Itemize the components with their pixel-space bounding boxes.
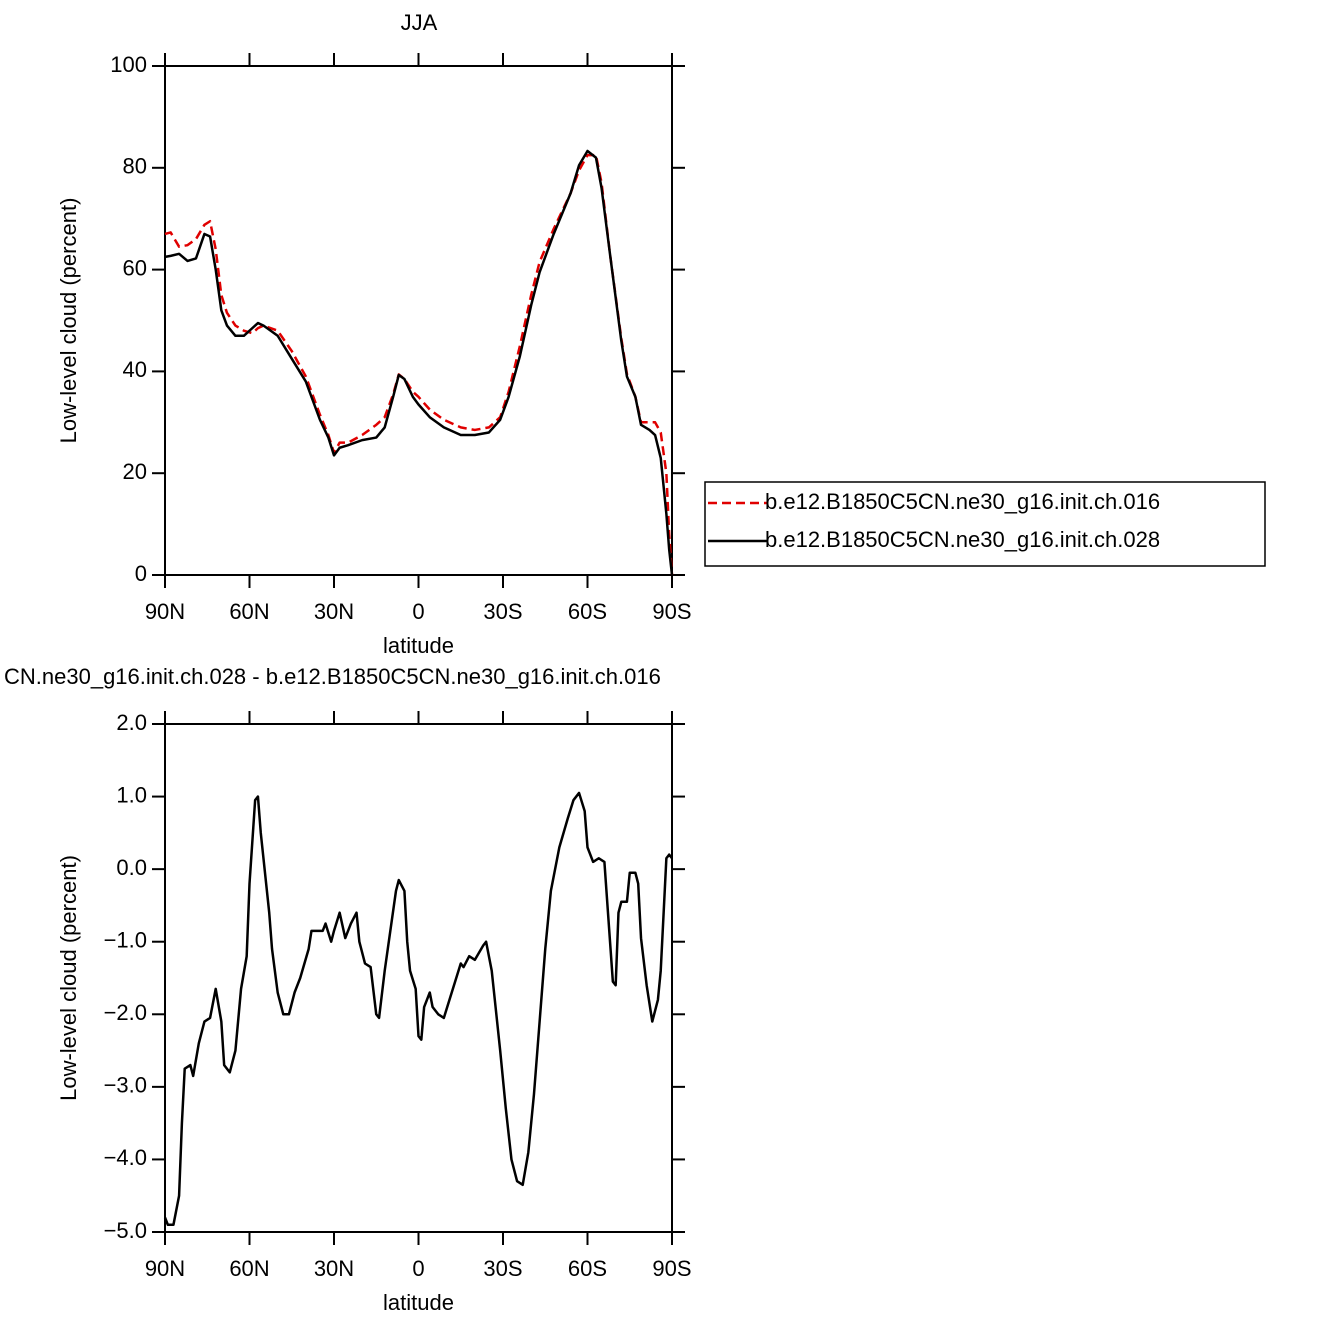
- y-axis-label: Low-level cloud (percent): [56, 198, 81, 444]
- x-tick-label: 30N: [314, 599, 354, 624]
- x-tick-label: 60N: [229, 1256, 269, 1281]
- chart-title: CN.ne30_g16.init.ch.028 - b.e12.B1850C5C…: [4, 664, 661, 689]
- plot-frame: [164, 65, 673, 576]
- y-tick-label: −2.0: [104, 1000, 147, 1025]
- legend-box: [704, 481, 1266, 567]
- series-line: [164, 149, 674, 576]
- legend-label: b.e12.B1850C5CN.ne30_g16.init.ch.016: [765, 489, 1160, 514]
- x-tick-label: 90S: [652, 1256, 691, 1281]
- x-tick-label: 90N: [145, 599, 185, 624]
- x-tick-label: 30N: [314, 1256, 354, 1281]
- y-tick-label: 1.0: [116, 782, 147, 807]
- x-tick-label: 60S: [568, 1256, 607, 1281]
- x-tick-label: 30S: [483, 1256, 522, 1281]
- series-line: [163, 791, 673, 1226]
- chart-title: JJA: [401, 10, 438, 35]
- x-axis-label: latitude: [383, 633, 454, 658]
- y-tick-label: −1.0: [104, 928, 147, 953]
- y-tick-label: 0: [135, 561, 147, 586]
- y-tick-label: −4.0: [104, 1145, 147, 1170]
- x-tick-label: 0: [412, 1256, 424, 1281]
- x-tick-label: 0: [412, 599, 424, 624]
- y-tick-label: 0.0: [116, 855, 147, 880]
- y-tick-label: −5.0: [104, 1218, 147, 1243]
- x-tick-label: 90S: [652, 599, 691, 624]
- x-tick-label: 60S: [568, 599, 607, 624]
- y-tick-label: 40: [123, 357, 147, 382]
- y-axis-label: Low-level cloud (percent): [56, 855, 81, 1101]
- y-tick-label: −3.0: [104, 1073, 147, 1098]
- x-tick-label: 60N: [229, 599, 269, 624]
- y-tick-label: 100: [110, 52, 147, 77]
- y-tick-label: 2.0: [116, 710, 147, 735]
- legend-label: b.e12.B1850C5CN.ne30_g16.init.ch.028: [765, 527, 1160, 552]
- y-tick-label: 20: [123, 459, 147, 484]
- y-tick-label: 80: [123, 154, 147, 179]
- x-tick-label: 30S: [483, 599, 522, 624]
- plot-frame: [164, 723, 673, 1233]
- x-tick-label: 90N: [145, 1256, 185, 1281]
- series-line: [164, 153, 674, 576]
- y-tick-label: 60: [123, 255, 147, 280]
- x-axis-label: latitude: [383, 1290, 454, 1315]
